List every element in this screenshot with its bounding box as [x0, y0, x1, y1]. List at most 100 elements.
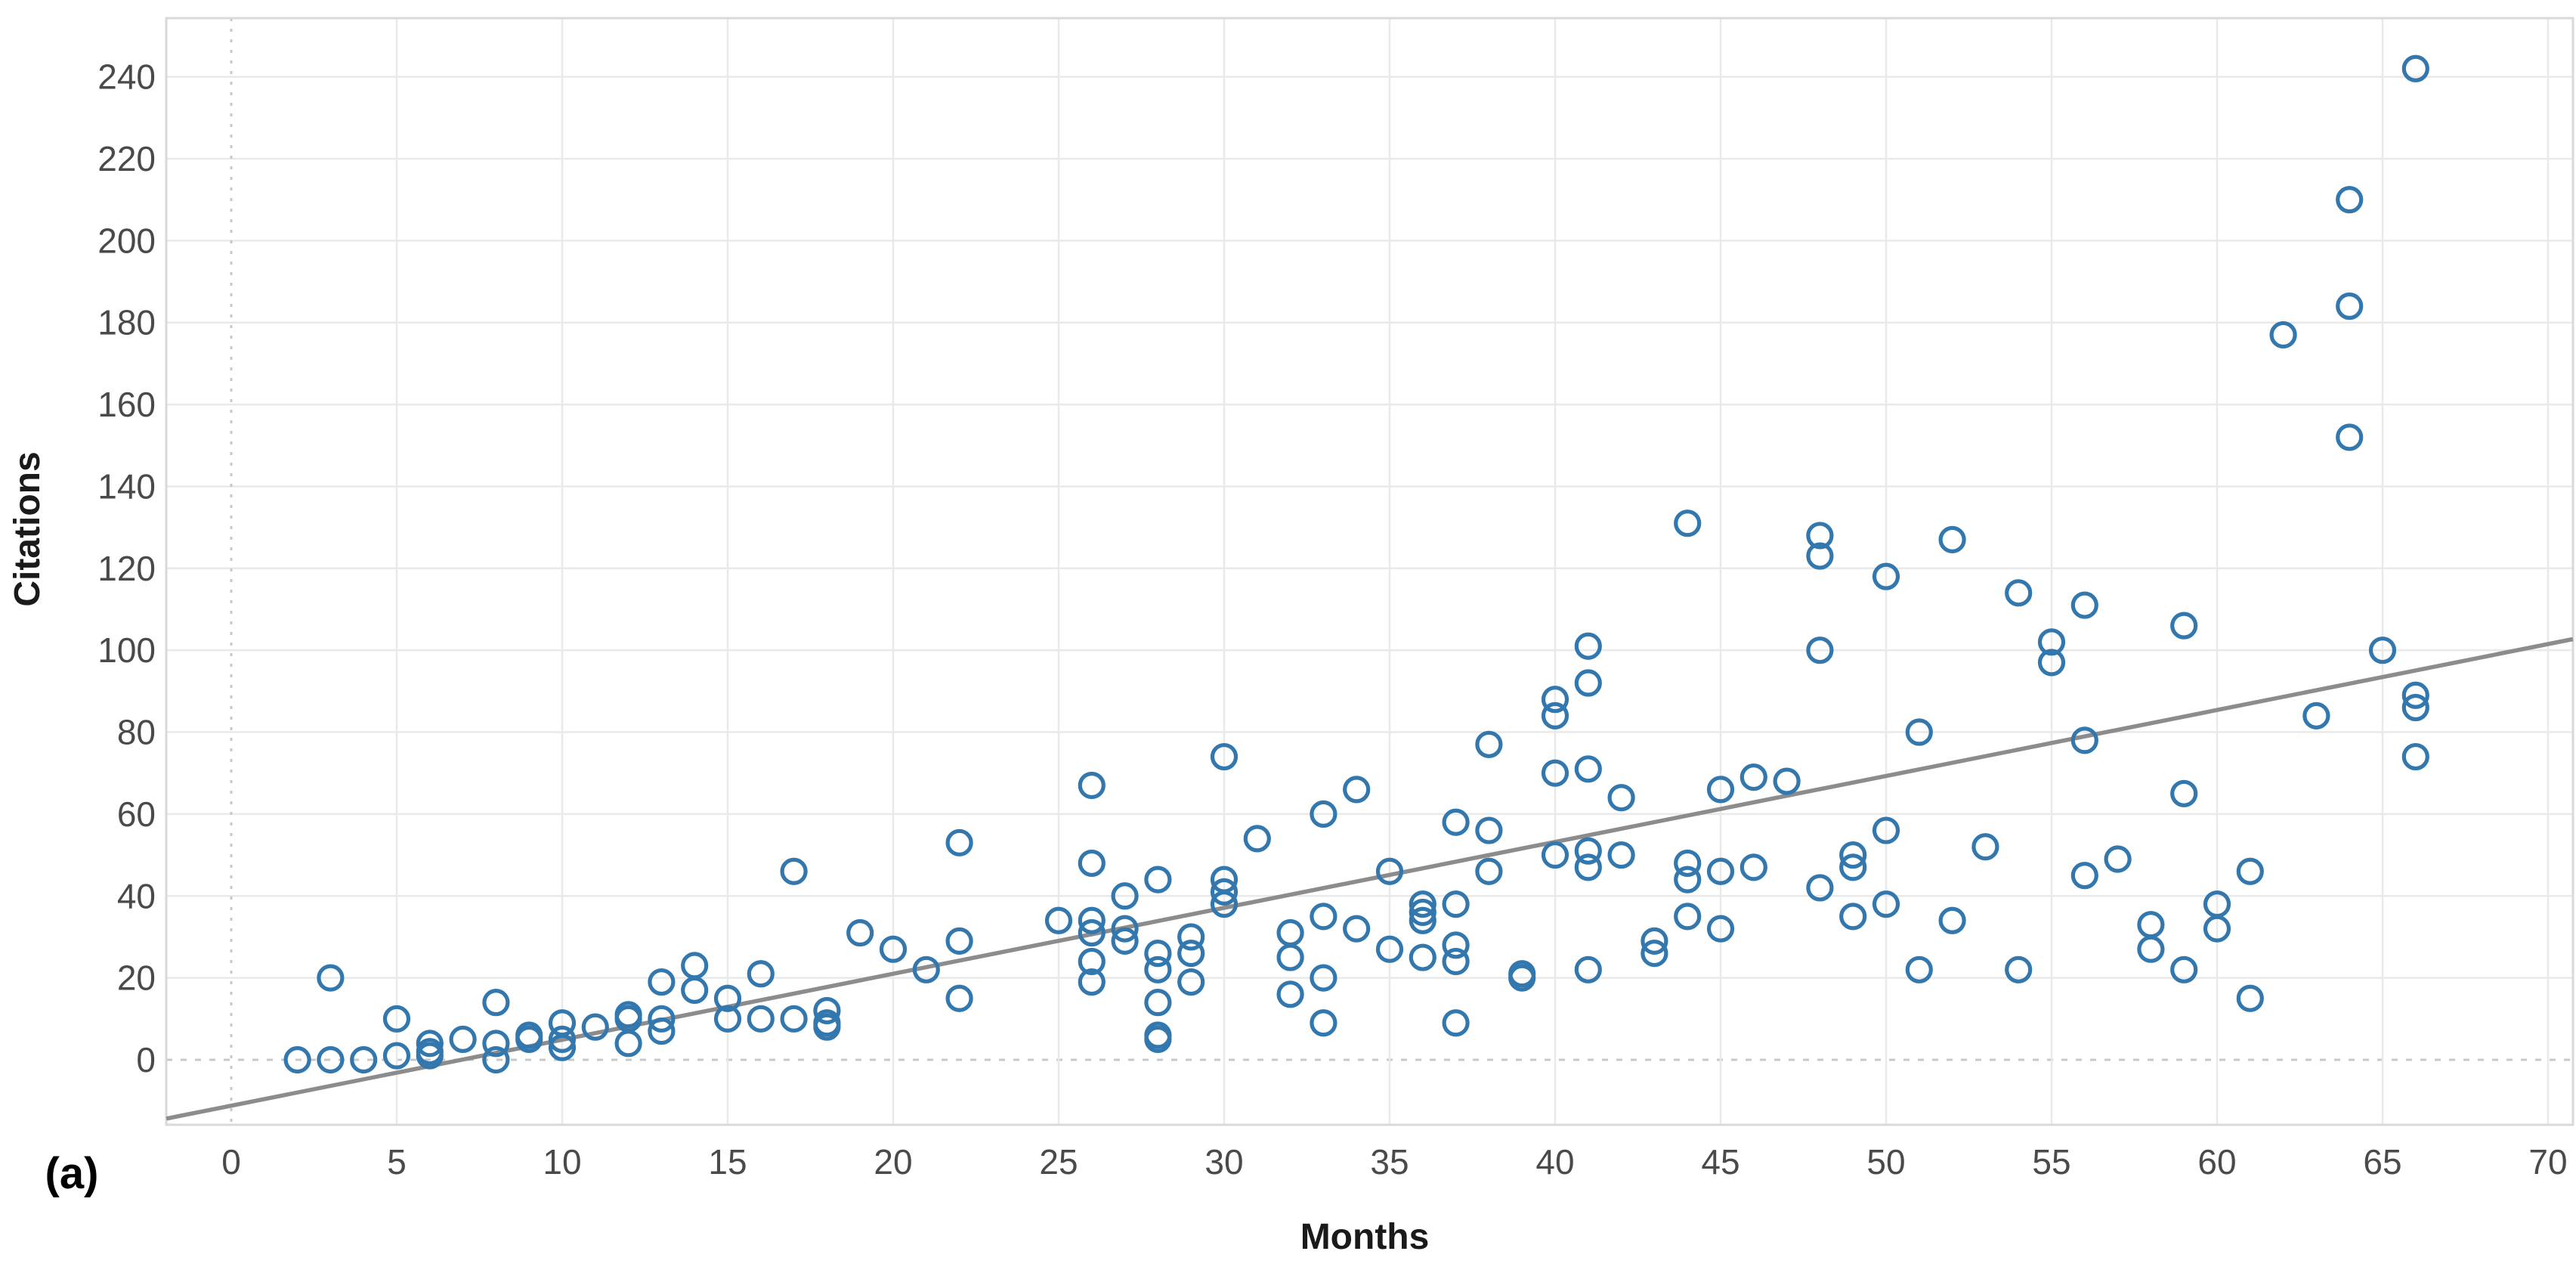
data-point — [813, 996, 841, 1025]
data-point — [2368, 636, 2397, 664]
data-point — [1243, 825, 1271, 853]
x-tick-label: 15 — [708, 1142, 747, 1182]
data-point — [780, 857, 808, 885]
data-point — [1442, 947, 1470, 976]
data-point — [1541, 759, 1569, 787]
data-point — [1078, 947, 1106, 976]
data-point — [1442, 931, 1470, 959]
x-tick-label: 55 — [2032, 1142, 2070, 1182]
data-point — [317, 964, 345, 992]
data-point — [482, 1030, 510, 1058]
data-point — [1641, 927, 1668, 955]
y-axis-title: Citations — [8, 451, 48, 606]
data-point — [515, 1021, 543, 1049]
data-point — [879, 935, 908, 963]
data-point — [1739, 853, 1767, 881]
x-tick-label: 25 — [1039, 1142, 1078, 1182]
data-point — [1872, 562, 1900, 590]
data-point — [1111, 882, 1139, 910]
data-point — [912, 955, 940, 983]
y-tick-label: 140 — [97, 466, 156, 506]
data-point — [2401, 742, 2429, 771]
y-tick-label: 220 — [97, 139, 156, 178]
data-point — [648, 1005, 676, 1033]
data-point — [382, 1005, 411, 1033]
data-point — [1442, 890, 1470, 918]
data-point — [416, 1038, 444, 1066]
x-axis-title: Months — [1300, 1217, 1430, 1257]
y-tick-label: 60 — [117, 794, 156, 834]
data-point — [1375, 857, 1404, 885]
data-point — [1144, 955, 1172, 983]
data-point — [1210, 742, 1239, 771]
data-point — [2137, 911, 2165, 939]
data-point — [1872, 816, 1900, 844]
data-point — [1310, 903, 1337, 931]
data-point — [1872, 890, 1900, 918]
data-point — [1144, 940, 1172, 968]
data-point — [1674, 903, 1702, 931]
data-point — [1674, 509, 1702, 537]
data-point — [614, 1030, 642, 1058]
data-point — [846, 918, 874, 947]
data-point — [713, 984, 742, 1012]
data-point — [1310, 964, 1337, 992]
data-point — [2005, 955, 2033, 983]
data-point — [1210, 866, 1239, 894]
x-tick-label: 45 — [1701, 1142, 1739, 1182]
data-point — [2236, 857, 2264, 885]
data-point — [1607, 841, 1635, 869]
data-point — [1409, 898, 1436, 927]
data-point — [1375, 935, 1404, 963]
data-point — [1111, 915, 1139, 943]
data-point — [1144, 989, 1172, 1017]
data-point — [1706, 915, 1735, 943]
data-point — [2336, 423, 2364, 451]
data-point — [1475, 730, 1503, 758]
data-point — [747, 1005, 775, 1033]
data-point — [945, 828, 973, 856]
data-point — [2137, 935, 2165, 963]
data-point — [648, 1017, 676, 1045]
data-point — [1177, 923, 1205, 951]
tick-labels: 0 20 40 60 80 100 120 140 160 180 200 220 240 0 5 10 15 2… — [97, 57, 2567, 1182]
x-tick-label: 60 — [2197, 1142, 2236, 1182]
data-point — [1409, 943, 1436, 971]
y-tick-label: 180 — [97, 303, 156, 342]
y-tick-label: 20 — [117, 959, 156, 998]
data-point — [1806, 542, 1834, 570]
data-point — [1806, 874, 1834, 902]
x-tick-label: 0 — [221, 1142, 241, 1182]
data-point — [1574, 669, 1602, 697]
data-point — [350, 1045, 378, 1074]
data-point — [1839, 903, 1867, 931]
data-point — [1574, 955, 1602, 983]
y-tick-label: 0 — [136, 1040, 156, 1079]
data-point — [1905, 718, 1933, 746]
data-point — [548, 1009, 577, 1037]
data-point — [780, 1005, 808, 1033]
data-point — [1475, 816, 1503, 844]
data-point — [1806, 522, 1834, 550]
data-point — [1541, 841, 1569, 869]
data-point — [482, 1045, 510, 1074]
data-point — [1806, 636, 1834, 664]
y-tick-label: 100 — [97, 630, 156, 670]
data-point — [2170, 779, 2198, 807]
data-point — [1475, 857, 1503, 885]
data-point — [1276, 918, 1304, 947]
data-point — [1177, 968, 1205, 996]
data-point — [2170, 955, 2198, 983]
data-point — [747, 960, 775, 988]
data-point — [1541, 701, 1569, 729]
data-point — [648, 968, 676, 996]
data-point — [2005, 579, 2033, 607]
data-point — [2302, 701, 2330, 729]
y-tick-label: 240 — [97, 57, 156, 97]
data-point — [1044, 906, 1073, 934]
data-point — [713, 1005, 742, 1033]
data-point — [1641, 940, 1668, 968]
data-point — [1773, 767, 1801, 795]
data-point — [1078, 918, 1106, 947]
